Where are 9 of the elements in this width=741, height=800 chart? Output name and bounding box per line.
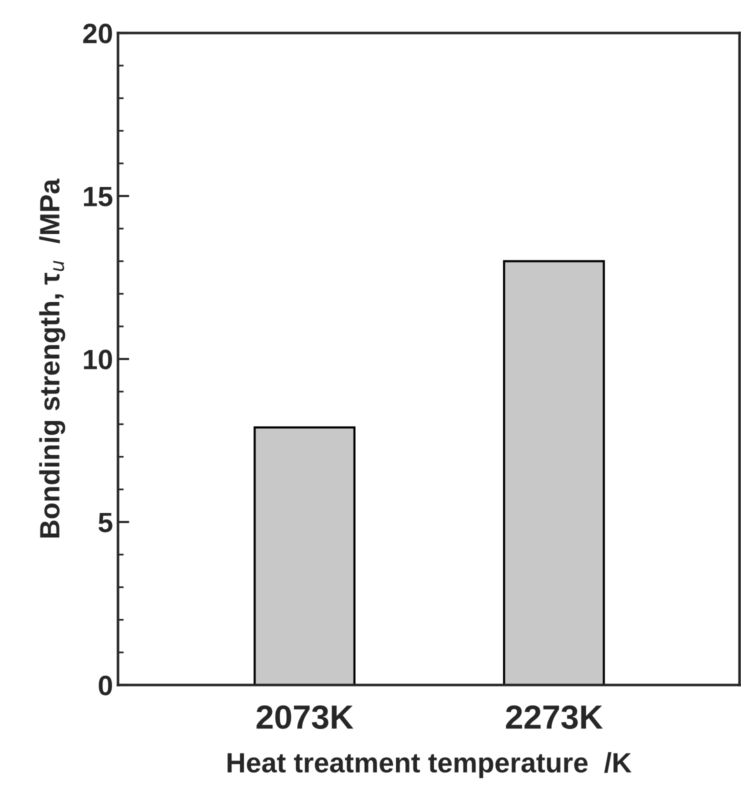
- y-tick-label: 10: [84, 350, 112, 370]
- y-axis-title: Bondinig strength, τ$_{u}$ /MPa: [39, 178, 66, 538]
- y-tick-label: 20: [83, 24, 112, 44]
- y-tick-label: 0: [98, 676, 112, 696]
- x-tick-label: 2073K: [256, 705, 354, 729]
- y-tick-label: 5: [98, 512, 112, 532]
- x-axis-title: Heat treatment temperature /K: [228, 752, 632, 778]
- x-tick-label: 2273K: [506, 705, 603, 729]
- y-tick-label: 15: [84, 186, 112, 206]
